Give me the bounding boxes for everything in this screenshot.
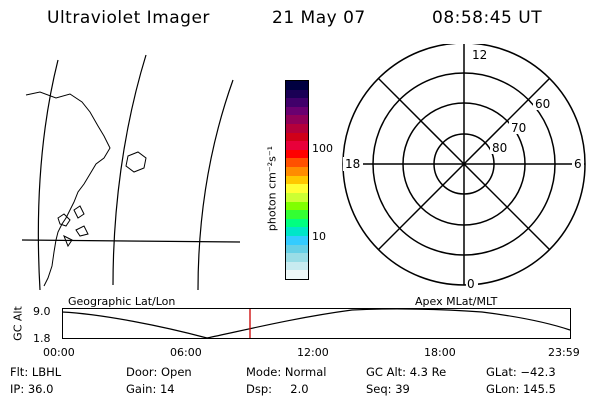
- timeline-right-title: Apex MLat/MLT: [415, 295, 498, 308]
- coastline: [63, 234, 73, 248]
- meridian-line: [112, 54, 147, 286]
- colorbar: [285, 80, 309, 280]
- colorbar-swatch: [286, 253, 308, 262]
- mlt-diagonal: [377, 77, 551, 251]
- door-value: Door: Open: [126, 365, 192, 379]
- coastline: [73, 205, 85, 219]
- geographic-map: [21, 54, 241, 290]
- colorbar-swatch: [286, 115, 308, 125]
- mlt-label-18: 18: [345, 157, 360, 171]
- colorbar-swatch: [286, 124, 308, 133]
- gc-altitude-curve: [62, 308, 571, 339]
- mlt-label-6: 6: [574, 157, 582, 171]
- colorbar-tick-10: 10: [312, 230, 326, 243]
- mlt-label-0: 0: [467, 277, 475, 291]
- gc-alt-value: GC Alt: 4.3 Re: [366, 365, 447, 379]
- colorbar-swatch: [286, 132, 308, 142]
- colorbar-swatch: [286, 244, 308, 254]
- colorbar-swatch: [286, 261, 308, 271]
- x-tick-0600: 06:00: [170, 346, 202, 359]
- coastline: [75, 225, 89, 237]
- colorbar-swatch: [286, 210, 308, 219]
- mode-value: Mode: Normal: [246, 365, 327, 379]
- glat-value: GLat: −42.3: [486, 365, 556, 379]
- instrument-title: Ultraviolet Imager: [47, 8, 210, 28]
- seq-value: Seq: 39: [366, 382, 410, 396]
- colorbar-swatch: [286, 106, 308, 116]
- colorbar-swatch: [286, 98, 308, 107]
- island-outline: [125, 151, 147, 173]
- colorbar-swatch: [286, 149, 308, 159]
- filter-value: Flt: LBHL: [10, 365, 62, 379]
- time-label: 08:58:45 UT: [432, 8, 543, 28]
- colorbar-swatch: [286, 227, 308, 236]
- colorbar-swatch: [286, 201, 308, 211]
- lat-label-60: 60: [535, 97, 550, 111]
- meridian-line: [37, 59, 59, 290]
- x-tick-2359: 23:59: [548, 346, 580, 359]
- colorbar-swatch: [286, 218, 308, 228]
- colorbar-swatch: [286, 270, 308, 280]
- meridian-line: [197, 79, 234, 290]
- date-label: 21 May 07: [272, 8, 366, 28]
- timeline-axis-label: GC Alt: [11, 306, 25, 341]
- timeline-plot: [62, 308, 571, 339]
- gain-value: Gain: 14: [126, 382, 175, 396]
- colorbar-swatch: [286, 175, 308, 185]
- mlt-label-12: 12: [472, 48, 487, 62]
- colorbar-swatch: [286, 158, 308, 168]
- glon-value: GLon: 145.5: [486, 382, 556, 396]
- polar-plot: 12 18 6 0 60 70 80: [342, 44, 586, 291]
- colorbar-swatch: [286, 89, 308, 99]
- timeline-left-title: Geographic Lat/Lon: [68, 295, 176, 308]
- lat-label-80: 80: [492, 141, 507, 155]
- coastline: [25, 91, 111, 287]
- colorbar-swatch: [286, 192, 308, 202]
- timeline-y-high: 9.0: [33, 305, 51, 318]
- ip-value: IP: 36.0: [10, 382, 54, 396]
- latitude-line: [21, 239, 241, 243]
- colorbar-swatch: [286, 167, 308, 176]
- timeline-frame: [62, 308, 571, 339]
- x-tick-1800: 18:00: [424, 346, 456, 359]
- timeline-y-low: 1.8: [33, 332, 51, 345]
- colorbar-swatch: [286, 235, 308, 245]
- x-tick-1200: 12:00: [297, 346, 329, 359]
- dsp-value: Dsp: 2.0: [246, 382, 309, 396]
- colorbar-swatch: [286, 81, 308, 90]
- colorbar-unit-label: photon cm⁻²s⁻¹: [265, 145, 279, 232]
- colorbar-swatch: [286, 141, 308, 150]
- x-tick-0000: 00:00: [43, 346, 75, 359]
- coastline: [57, 213, 71, 227]
- colorbar-tick-100: 100: [312, 142, 333, 155]
- lat-label-70: 70: [511, 121, 526, 135]
- colorbar-swatch: [286, 184, 308, 193]
